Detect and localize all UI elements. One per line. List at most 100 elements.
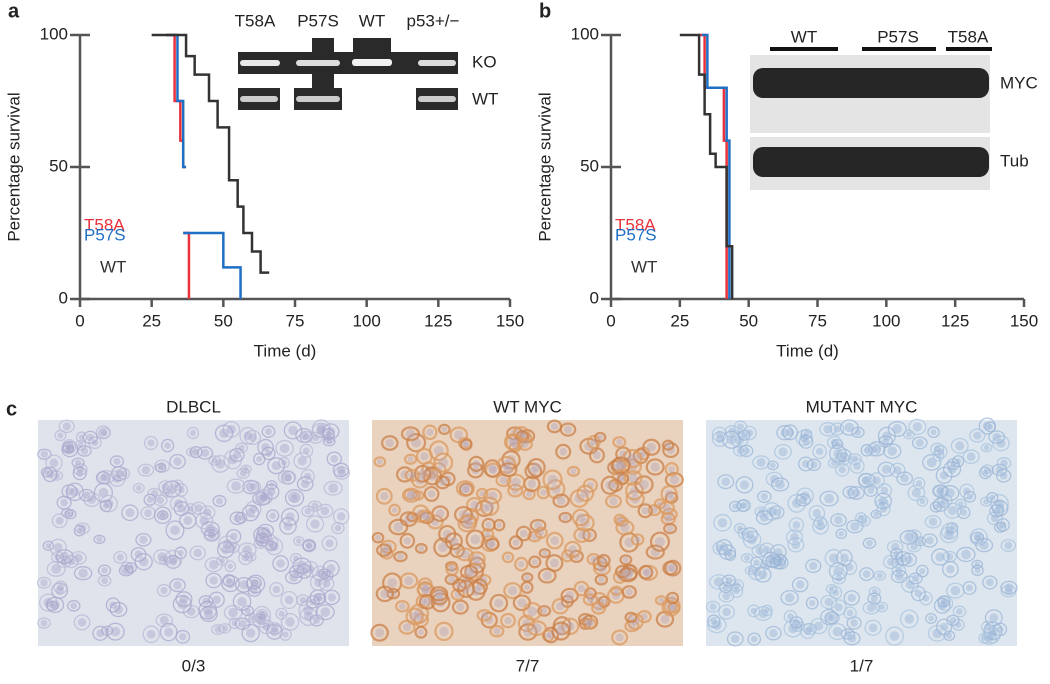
- cell: [827, 457, 841, 469]
- cell: [605, 494, 623, 509]
- cell: [705, 600, 721, 613]
- cell: [956, 546, 976, 563]
- nucleus: [835, 574, 843, 582]
- cell: [376, 543, 393, 557]
- nucleus: [460, 550, 470, 559]
- nucleus: [646, 442, 656, 452]
- cell: [395, 599, 410, 613]
- nucleus: [304, 507, 312, 515]
- cell: [388, 518, 409, 536]
- cell: [868, 472, 885, 489]
- nucleus: [241, 554, 250, 562]
- nucleus: [504, 616, 512, 625]
- nucleus: [67, 511, 74, 518]
- nucleus: [470, 534, 481, 545]
- cell: [868, 586, 881, 597]
- nucleus: [336, 465, 346, 475]
- cell: [971, 559, 984, 569]
- cell: [415, 447, 433, 465]
- cell: [552, 493, 570, 508]
- nucleus: [965, 584, 974, 592]
- cell: [798, 456, 814, 472]
- nucleus: [622, 556, 629, 563]
- nucleus: [666, 564, 674, 572]
- cell: [563, 540, 582, 559]
- nucleus: [732, 581, 741, 590]
- image-caption: 1/7: [850, 656, 874, 675]
- cell: [507, 483, 524, 498]
- nucleus: [472, 554, 482, 563]
- nucleus: [256, 456, 263, 463]
- cell: [375, 487, 393, 505]
- nucleus: [664, 489, 674, 499]
- cell: [466, 581, 486, 601]
- nucleus: [985, 578, 994, 587]
- cell: [429, 586, 449, 602]
- nucleus: [239, 470, 247, 477]
- cell: [935, 466, 953, 484]
- cell: [73, 566, 93, 581]
- cell: [505, 433, 524, 452]
- nucleus: [439, 626, 449, 637]
- survival-curve: [701, 33, 731, 299]
- nucleus: [238, 444, 245, 451]
- cell: [654, 595, 668, 606]
- nucleus: [177, 549, 184, 556]
- cell: [218, 535, 237, 553]
- cell: [241, 623, 260, 643]
- nucleus: [709, 603, 717, 611]
- cell: [805, 558, 822, 574]
- cell: [246, 576, 263, 590]
- cell: [489, 624, 505, 638]
- cell: [305, 595, 320, 609]
- nucleus: [846, 563, 854, 572]
- cell: [895, 551, 911, 566]
- cell: [380, 435, 399, 451]
- cell: [582, 593, 599, 606]
- nucleus: [62, 422, 71, 431]
- panel-label: a: [8, 0, 20, 22]
- cell: [226, 478, 246, 494]
- cell: [724, 549, 737, 561]
- nucleus: [747, 534, 757, 545]
- nucleus: [267, 487, 276, 496]
- nucleus: [838, 466, 846, 474]
- cell: [255, 528, 272, 544]
- cell: [45, 596, 65, 613]
- nucleus: [472, 460, 481, 468]
- nucleus: [259, 493, 269, 503]
- cell: [542, 469, 563, 490]
- nucleus: [904, 555, 913, 564]
- nucleus: [297, 456, 307, 466]
- nucleus: [960, 509, 968, 516]
- cell: [309, 574, 327, 591]
- y-tick-label: 50: [580, 156, 599, 175]
- cell: [924, 515, 942, 529]
- nucleus: [219, 428, 229, 439]
- nucleus: [974, 561, 981, 568]
- nucleus: [983, 467, 991, 475]
- nucleus: [237, 596, 247, 607]
- cell: [526, 620, 547, 636]
- cell: [874, 492, 893, 510]
- cell: [165, 520, 185, 541]
- nucleus: [291, 494, 298, 501]
- cell: [283, 421, 303, 440]
- nucleus: [250, 587, 258, 595]
- nucleus: [265, 537, 275, 547]
- cell: [952, 455, 965, 468]
- nucleus: [597, 434, 603, 441]
- nucleus: [847, 593, 856, 603]
- cell: [64, 509, 77, 520]
- nucleus: [227, 454, 238, 465]
- cell: [537, 567, 557, 584]
- cell: [718, 604, 735, 620]
- cell: [61, 440, 79, 458]
- cell: [932, 484, 949, 498]
- nucleus: [135, 485, 142, 491]
- lane-label: T58A: [235, 11, 276, 30]
- nucleus: [605, 480, 615, 490]
- cell: [288, 491, 301, 503]
- cell: [742, 530, 762, 549]
